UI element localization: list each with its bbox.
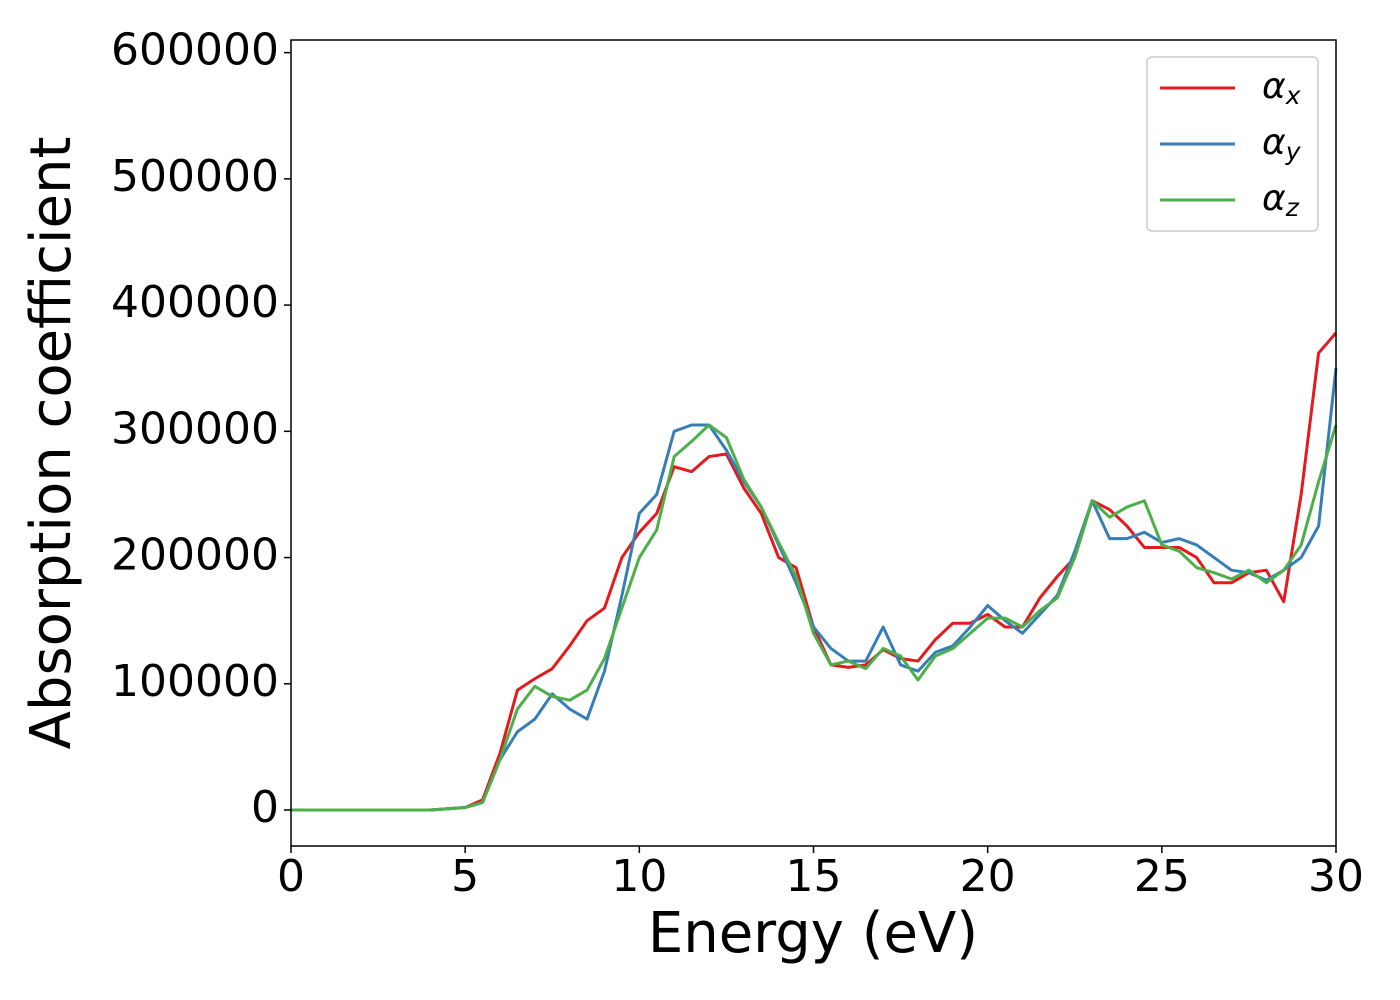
x-tick-label: 5 — [451, 851, 479, 902]
x-tick-label: 20 — [960, 851, 1016, 902]
x-axis-label: Energy (eV) — [648, 901, 978, 966]
legend-subscript: z — [1285, 193, 1300, 222]
legend-text: αz — [1262, 178, 1300, 222]
x-tick-label: 30 — [1308, 851, 1364, 902]
y-tick-label: 0 — [251, 782, 279, 833]
y-tick-label: 500000 — [111, 151, 279, 202]
legend-symbol: α — [1262, 66, 1286, 107]
plot-frame — [290, 39, 1337, 847]
x-tick-label: 15 — [786, 851, 842, 902]
x-tick-label: 10 — [611, 851, 667, 902]
y-tick-label: 100000 — [111, 656, 279, 707]
y-axis-label: Absorption coefficient — [19, 137, 84, 750]
y-tick-label: 600000 — [111, 25, 279, 76]
data-line — [291, 423, 1338, 812]
legend-text: αx — [1262, 66, 1301, 110]
legend-subscript: y — [1285, 137, 1302, 166]
legend-symbol: α — [1262, 178, 1286, 219]
y-tick-label: 300000 — [111, 403, 279, 454]
legend-subscript: x — [1285, 81, 1301, 110]
legend-symbol: α — [1262, 122, 1286, 163]
x-tick-label: 25 — [1134, 851, 1190, 902]
legend-text: αy — [1262, 122, 1302, 166]
x-tick-label: 0 — [277, 851, 305, 902]
y-tick-label: 200000 — [111, 530, 279, 581]
y-tick-label: 400000 — [111, 277, 279, 328]
